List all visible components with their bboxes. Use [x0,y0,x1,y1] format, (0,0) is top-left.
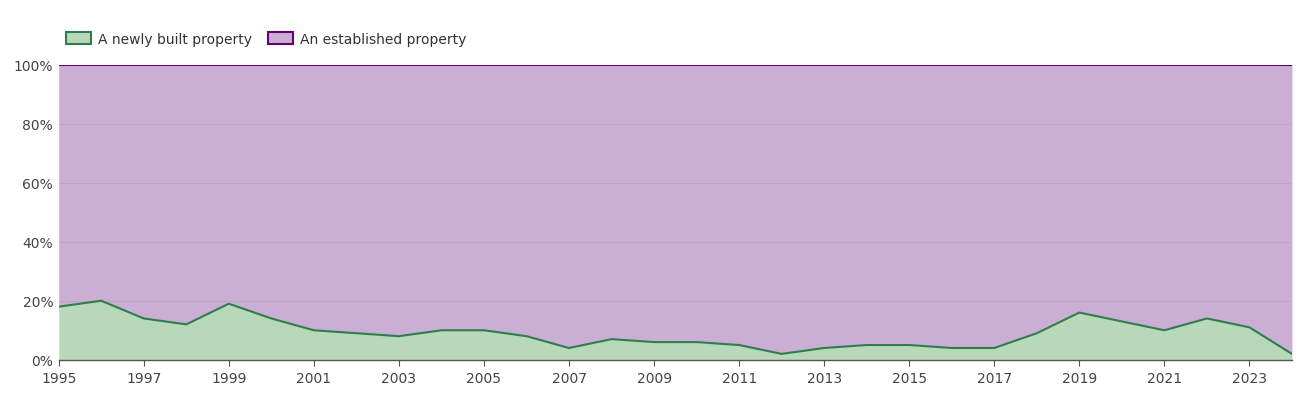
Legend: A newly built property, An established property: A newly built property, An established p… [65,33,467,47]
